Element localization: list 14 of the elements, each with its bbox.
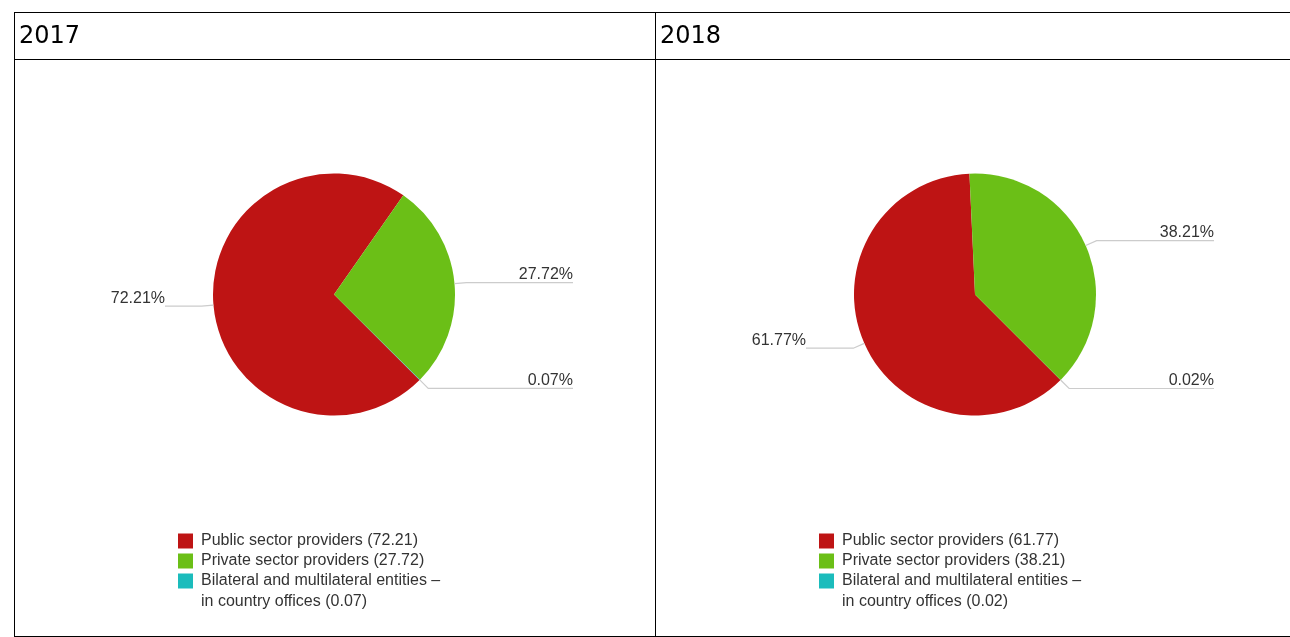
legend-label: Bilateral and multilateral entities – in country offices (0.02) [842,571,1082,610]
legend-label: Public sector providers (61.77) [842,531,1059,549]
legend-label: Bilateral and multilateral entities – in country offices (0.07) [201,571,441,610]
chart-title: 2018 [656,13,1290,60]
legend-label: Private sector providers (27.72) [201,551,425,569]
data-label: 61.77% [751,330,806,348]
legend-label: Private sector providers (38.21) [842,551,1066,569]
legend-label: Public sector providers (72.21) [201,531,418,549]
data-label: 27.72% [518,264,573,282]
data-label: 38.21% [1159,223,1214,241]
data-label: 0.02% [1168,370,1214,388]
data-label: 72.21% [110,288,165,306]
chart-title: 2017 [15,13,655,60]
data-label: 0.07% [527,370,573,388]
